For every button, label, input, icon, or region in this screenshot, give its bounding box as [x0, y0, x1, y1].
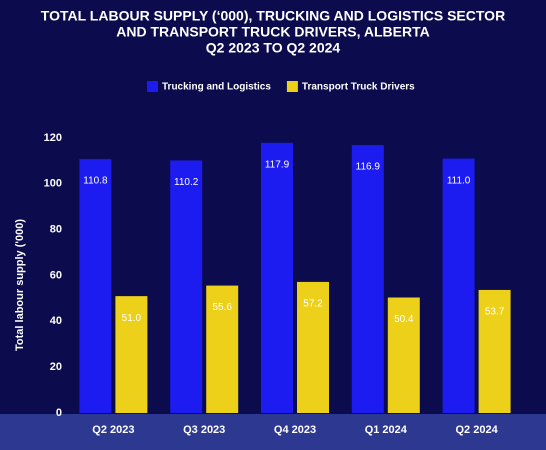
y-tick-label: 0 — [56, 407, 62, 419]
value-label: 110.8 — [83, 176, 108, 187]
bar — [297, 281, 329, 413]
value-label: 111.0 — [447, 175, 471, 186]
x-tick-label: Q2 2024 — [455, 424, 498, 436]
chart-title: Q2 2023 TO Q2 2024 — [206, 40, 341, 56]
bar — [206, 285, 239, 413]
legend-swatch — [147, 81, 158, 92]
bar — [170, 160, 203, 413]
bar — [79, 159, 112, 413]
x-tick-label: Q3 2023 — [183, 424, 225, 436]
value-label: 116.9 — [356, 162, 381, 173]
y-tick-label: 60 — [50, 269, 62, 281]
bar — [261, 142, 293, 413]
legend-swatch — [286, 81, 298, 92]
x-tick-label: Q4 2023 — [274, 424, 316, 436]
bar — [115, 296, 148, 413]
chart-title: AND TRANSPORT TRUCK DRIVERS, ALBERTA — [116, 24, 429, 40]
value-label: 117.9 — [265, 159, 290, 170]
x-tick-label: Q1 2024 — [365, 424, 408, 436]
y-tick-label: 120 — [44, 132, 62, 144]
axis-band — [0, 414, 546, 450]
legend-label: Trucking and Logistics — [162, 82, 271, 93]
value-label: 110.2 — [174, 177, 199, 188]
value-label: 55.6 — [212, 302, 232, 313]
value-label: 53.7 — [485, 307, 505, 318]
x-tick-label: Q2 2023 — [92, 424, 134, 436]
legend-label: Transport Truck Drivers — [302, 82, 415, 93]
bar — [387, 297, 420, 413]
bar — [442, 158, 475, 413]
bar — [351, 145, 384, 413]
y-tick-label: 20 — [50, 361, 62, 373]
y-tick-label: 100 — [44, 178, 62, 190]
y-axis-label: Total labour supply ('000) — [14, 219, 26, 351]
y-tick-label: 80 — [50, 224, 62, 236]
chart-title: TOTAL LABOUR SUPPLY (‘000), TRUCKING AND… — [41, 8, 505, 24]
bar — [478, 289, 511, 413]
value-label: 57.2 — [303, 299, 323, 310]
value-label: 50.4 — [394, 314, 414, 325]
y-tick-label: 40 — [50, 315, 62, 327]
value-label: 51.0 — [122, 313, 142, 324]
